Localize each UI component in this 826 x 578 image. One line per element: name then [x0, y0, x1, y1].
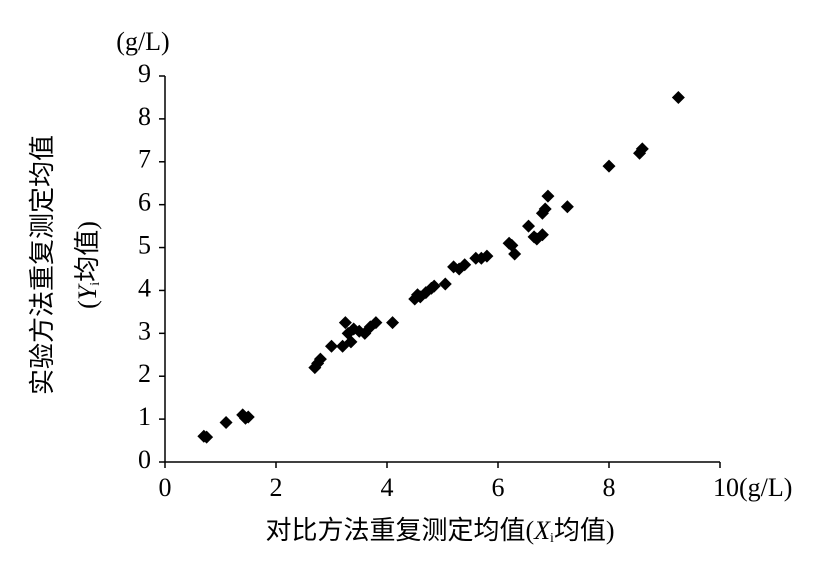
data-point: [538, 202, 552, 216]
y-tick-label: 1: [138, 402, 151, 431]
y-tick-label: 0: [138, 445, 151, 474]
data-point: [541, 189, 555, 203]
y-tick-label: 9: [138, 59, 151, 88]
data-point: [602, 159, 616, 173]
data-point: [386, 316, 400, 330]
y-tick-label: 4: [138, 273, 151, 302]
y-axis-label: 实验方法重复测定均值: [28, 135, 57, 395]
label-part: (: [73, 300, 102, 309]
data-point: [535, 228, 549, 242]
label-part: Y: [73, 283, 102, 300]
data-point: [560, 200, 574, 214]
data-point: [344, 335, 358, 349]
data-point: [671, 90, 685, 104]
label-part: i: [550, 531, 554, 546]
data-point: [369, 316, 383, 330]
data-point: [522, 219, 536, 233]
y-tick-label: 2: [138, 359, 151, 388]
y-tick-label: 8: [138, 102, 151, 131]
x-tick-label: 0: [159, 473, 172, 502]
x-tick-label: 2: [270, 473, 283, 502]
label-part: 对比方法重复测定均值(: [265, 516, 534, 545]
y-unit: (g/L): [116, 27, 169, 56]
label-part: 均值): [554, 516, 615, 545]
data-point: [458, 258, 472, 272]
x-tick-label: 6: [492, 473, 505, 502]
label-part: i: [88, 282, 103, 286]
y-axis-label: (Yi均值): [73, 221, 103, 309]
x-tick-label: 4: [381, 473, 394, 502]
data-point: [508, 247, 522, 261]
x-axis-label: 对比方法重复测定均值(Xi均值): [265, 516, 614, 546]
label-part: 实验方法重复测定均值: [28, 135, 57, 395]
label-part: X: [533, 516, 551, 545]
x-tick-label: 8: [603, 473, 616, 502]
data-point: [313, 352, 327, 366]
label-part: 均值): [73, 221, 102, 282]
x-tick-label: 10(g/L): [713, 473, 792, 502]
data-point: [325, 339, 338, 353]
data-point: [338, 316, 352, 330]
data-point: [480, 249, 494, 263]
data-point: [219, 416, 233, 430]
data-point: [635, 142, 649, 156]
data-point: [438, 277, 452, 291]
data-point: [238, 411, 252, 425]
y-tick-label: 6: [138, 188, 151, 217]
y-tick-label: 5: [138, 231, 151, 260]
y-tick-label: 7: [138, 145, 151, 174]
data-point: [200, 430, 214, 444]
y-tick-label: 3: [138, 316, 151, 345]
data-point: [427, 279, 441, 293]
